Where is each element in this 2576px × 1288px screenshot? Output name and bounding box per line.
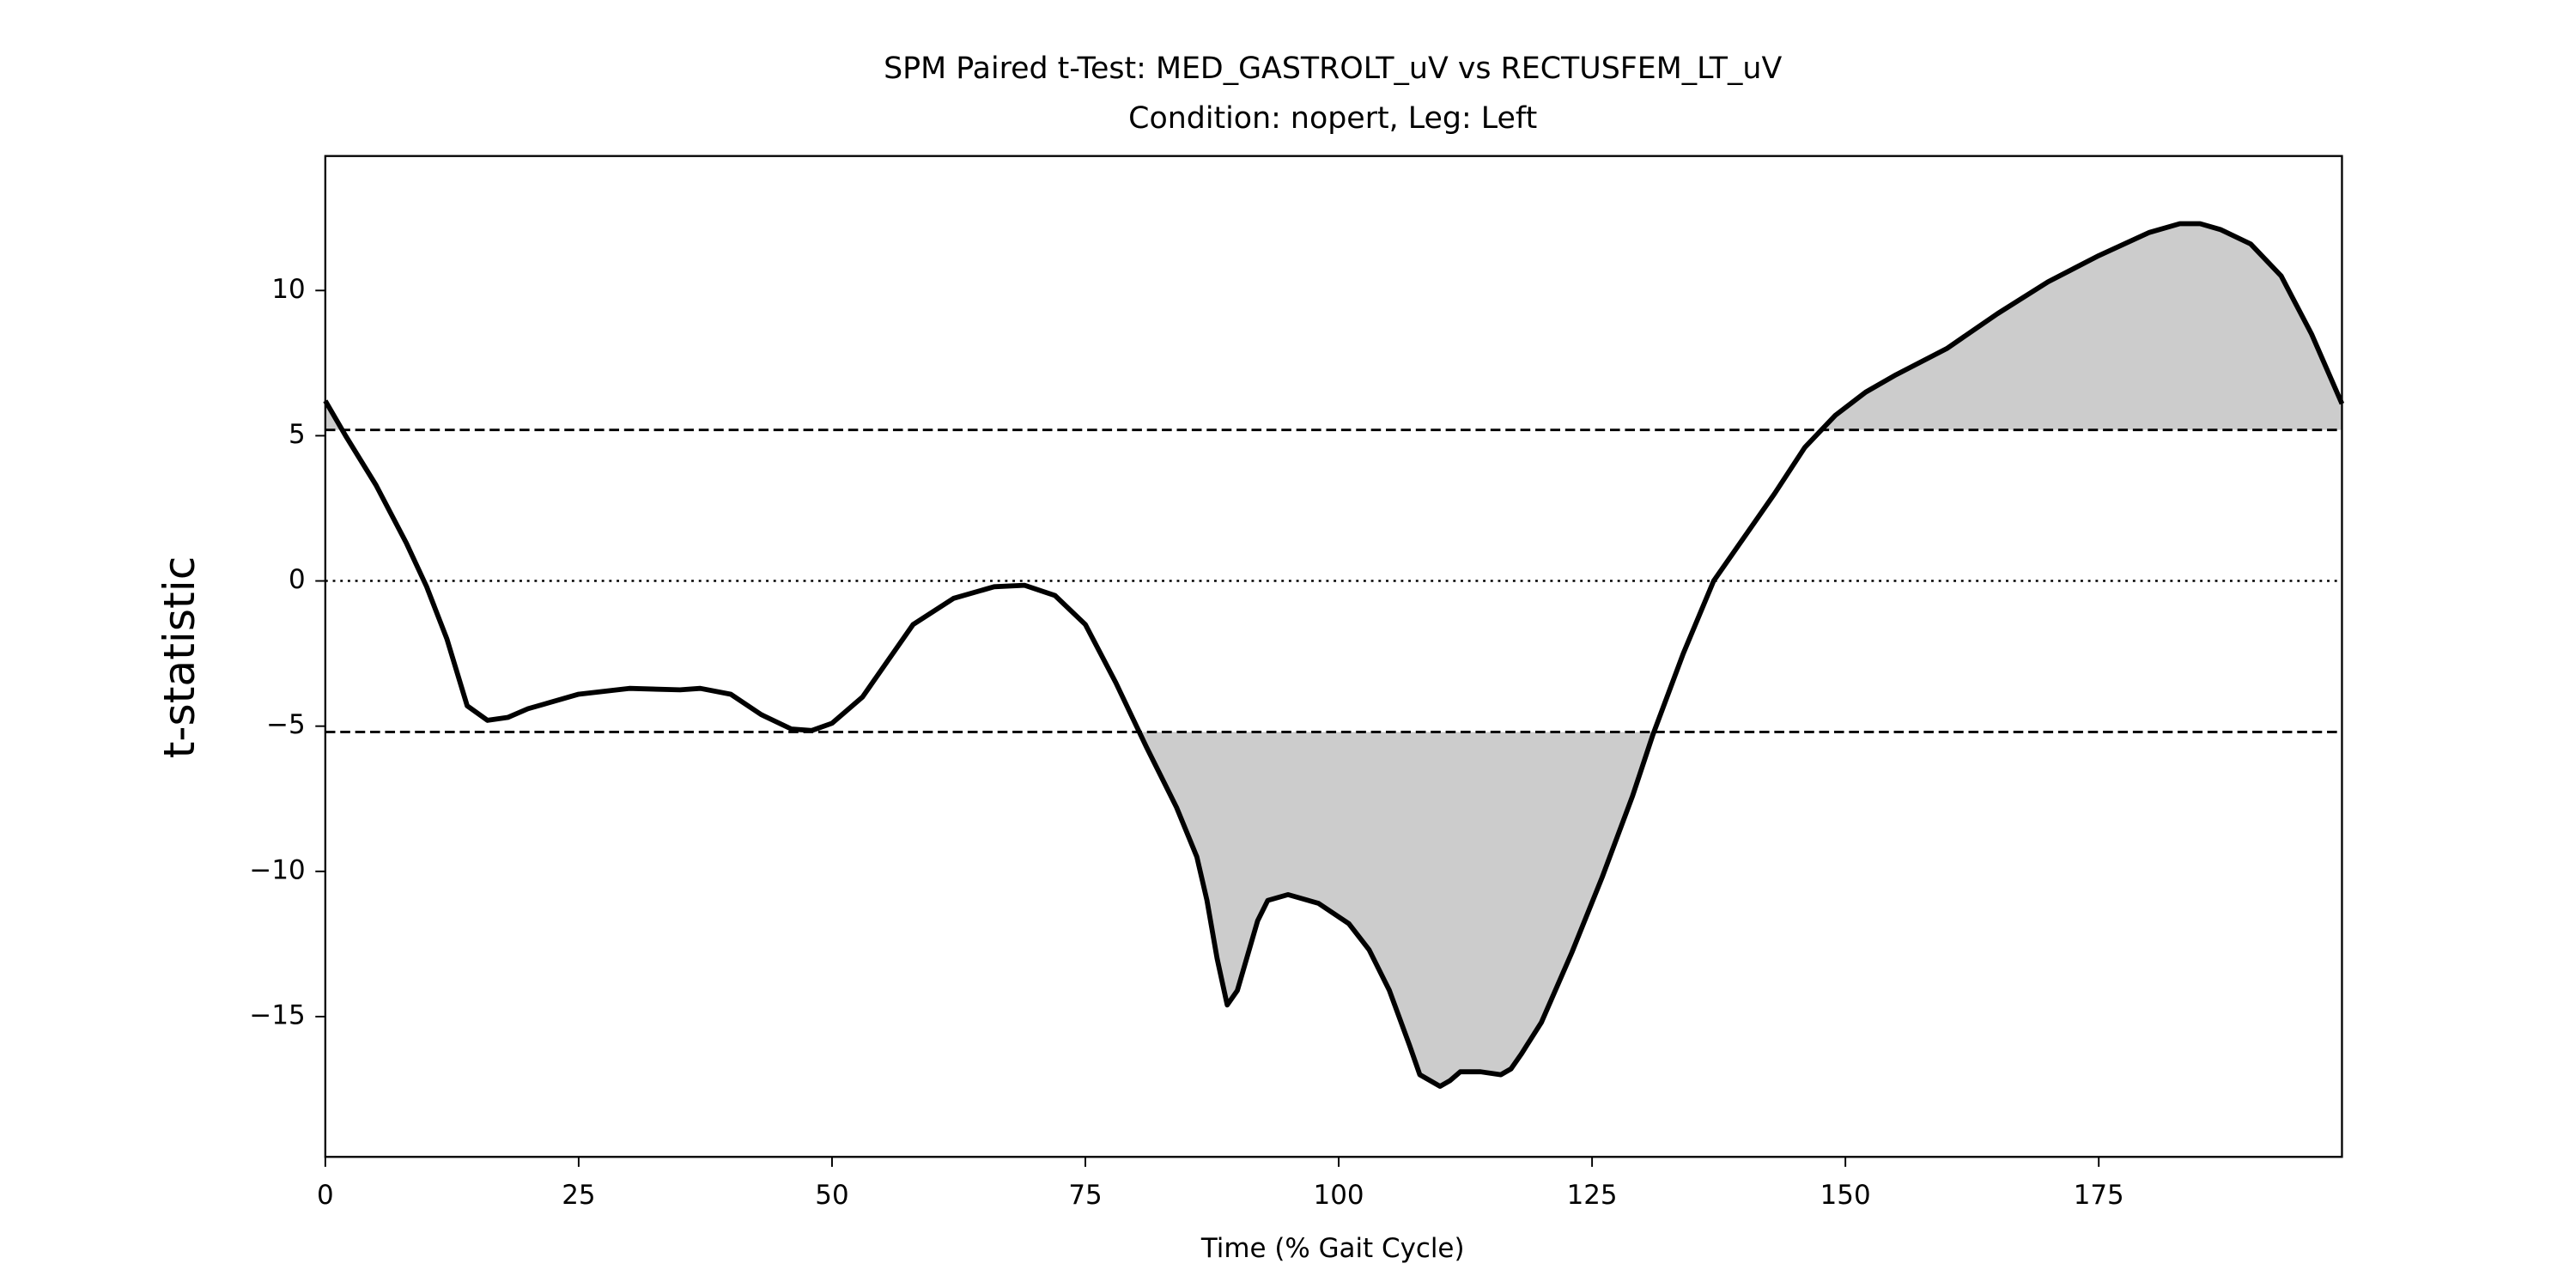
chart-title: SPM Paired t-Test: MED_GASTROLT_uV vs RE… — [884, 52, 1782, 86]
x-tick-label: 75 — [1068, 1180, 1102, 1211]
x-tick-label: 25 — [562, 1180, 595, 1211]
y-tick-label: −15 — [249, 999, 305, 1030]
x-tick-label: 125 — [1567, 1180, 1618, 1211]
y-axis-label: t-statistic — [154, 556, 204, 759]
chart-subtitle: Condition: nopert, Leg: Left — [1128, 101, 1537, 136]
x-axis-label: Time (% Gait Cycle) — [1200, 1233, 1465, 1264]
x-tick-label: 100 — [1314, 1180, 1364, 1211]
x-tick-label: 50 — [815, 1180, 848, 1211]
y-tick-label: 10 — [271, 274, 305, 305]
y-tick-label: 5 — [289, 419, 306, 450]
plot-frame — [324, 155, 2343, 1158]
x-tick-label: 150 — [1820, 1180, 1871, 1211]
y-tick-label: 0 — [289, 564, 306, 595]
y-tick-label: −10 — [249, 854, 305, 885]
y-tick-label: −5 — [266, 709, 306, 740]
x-tick-label: 0 — [317, 1180, 334, 1211]
x-tick-label: 175 — [2074, 1180, 2124, 1211]
suprathreshold-cluster — [1821, 223, 2342, 430]
suprathreshold-cluster — [1139, 732, 1655, 1087]
data-line — [323, 221, 2345, 1090]
